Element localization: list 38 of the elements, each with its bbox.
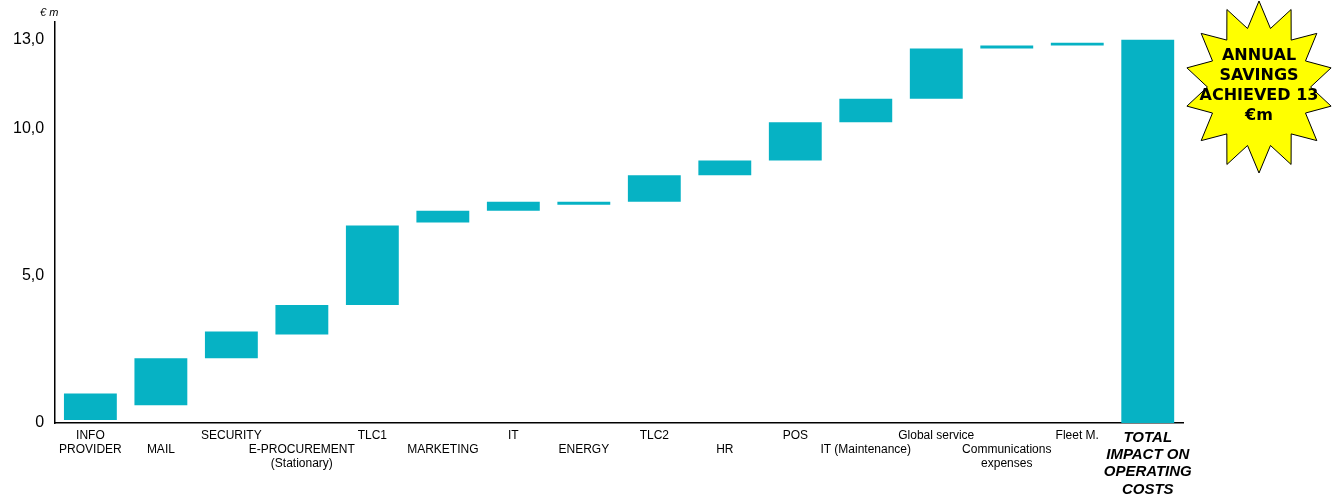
x-tick-label: E-PROCUREMENT (Stationary)	[248, 442, 356, 470]
x-tick-label: POS	[782, 428, 808, 443]
x-tick-label: SECURITY	[201, 428, 262, 443]
x-tick-label: MAIL	[146, 442, 176, 457]
y-tick-label: 13,0	[13, 30, 45, 48]
bar	[63, 393, 117, 421]
text: ANNUAL SAVINGS ACHIEVED 13 €m	[1199, 45, 1319, 125]
bar	[839, 98, 893, 123]
bar	[768, 122, 822, 161]
bar	[345, 225, 399, 306]
x-tick-label: TLC1	[357, 428, 388, 443]
bar	[1121, 39, 1175, 423]
bar	[980, 45, 1034, 49]
bar	[909, 48, 963, 99]
bar	[698, 160, 752, 176]
y-tick-label: 10,0	[13, 118, 45, 136]
x-tick-label: TLC2	[639, 428, 670, 443]
x-tick-label: Communications expenses	[962, 442, 1052, 470]
x-tick-label: INFO PROVIDER	[59, 428, 123, 457]
x-tick-label: Global service	[898, 428, 975, 443]
y-tick-label: 5,0	[21, 265, 45, 283]
bar	[486, 201, 540, 211]
x-tick-label: MARKETING	[407, 442, 479, 457]
x-tick-label: TOTAL IMPACT ON OPERATING COSTS	[1103, 427, 1193, 497]
bar	[275, 305, 329, 335]
y-axis-title: € m	[39, 5, 59, 18]
bar	[557, 201, 611, 205]
bar	[1050, 42, 1104, 46]
bar	[627, 175, 681, 202]
x-tick-label: Fleet M.	[1055, 428, 1099, 443]
bar	[134, 358, 188, 406]
bar	[416, 210, 470, 223]
x-tick-label: IT (Maintenance)	[820, 442, 912, 457]
y-tick-label: 0	[35, 413, 45, 431]
x-tick-label: IT	[508, 428, 520, 443]
bar	[204, 331, 258, 359]
x-tick-label: ENERGY	[558, 442, 610, 457]
x-tick-label: HR	[716, 442, 734, 457]
